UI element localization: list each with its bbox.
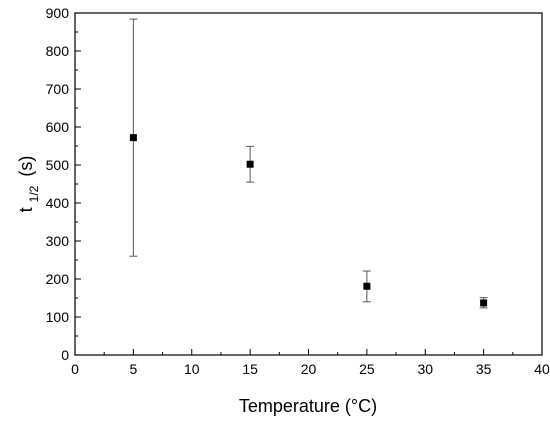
data-point <box>363 282 371 290</box>
x-tick-label: 10 <box>184 361 200 377</box>
y-tick-label: 200 <box>46 271 70 287</box>
y-axis-title-unit: (s) <box>16 156 36 177</box>
x-tick-label: 40 <box>534 361 550 377</box>
y-tick-label: 400 <box>46 195 70 211</box>
y-axis-title: t 1/2 (s) <box>16 156 42 213</box>
y-tick-label: 700 <box>46 81 70 97</box>
y-tick-label: 900 <box>46 5 70 21</box>
data-point <box>129 134 137 142</box>
svg-text:t 1/2 (s): t 1/2 (s) <box>16 156 42 213</box>
y-tick-label: 800 <box>46 43 70 59</box>
x-tick-label: 20 <box>301 361 317 377</box>
data-point <box>480 299 488 307</box>
y-tick-label: 500 <box>46 157 70 173</box>
tick-labels: 0 5 10 15 20 25 30 35 40010020030040050060070080… <box>46 5 550 377</box>
error-bars <box>129 18 488 309</box>
x-tick-label: 30 <box>417 361 433 377</box>
y-tick-label: 100 <box>46 309 70 325</box>
y-tick-label: 600 <box>46 119 70 135</box>
x-tick-label: 0 <box>71 361 79 377</box>
x-axis-title: Temperature (°C) <box>239 396 377 416</box>
y-axis-title-main: t <box>16 207 36 212</box>
data-point <box>246 160 254 168</box>
y-axis-title-sub: 1/2 <box>27 185 41 202</box>
y-tick-label: 300 <box>46 233 70 249</box>
data-markers <box>129 134 488 307</box>
x-tick-label: 5 <box>129 361 137 377</box>
axis-ticks <box>74 12 543 356</box>
y-tick-label: 0 <box>61 347 69 363</box>
x-tick-label: 15 <box>242 361 258 377</box>
x-tick-label: 35 <box>476 361 492 377</box>
x-tick-label: 25 <box>359 361 375 377</box>
plot-frame <box>74 12 543 356</box>
